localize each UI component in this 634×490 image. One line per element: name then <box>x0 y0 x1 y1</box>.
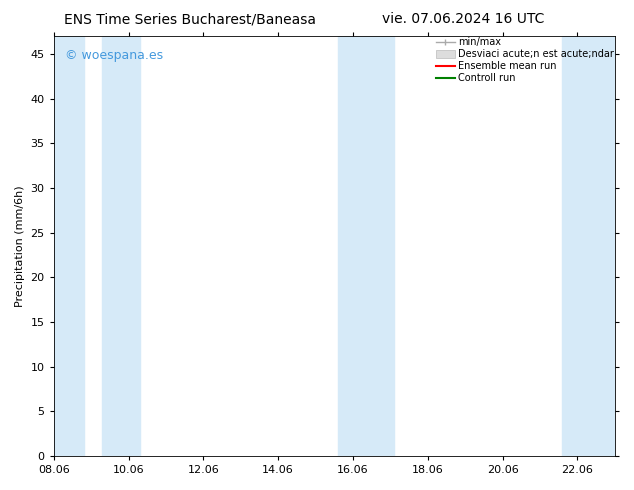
Text: ENS Time Series Bucharest/Baneasa: ENS Time Series Bucharest/Baneasa <box>64 12 316 26</box>
Bar <box>338 36 394 456</box>
Bar <box>54 36 84 456</box>
Text: © woespana.es: © woespana.es <box>65 49 163 62</box>
Y-axis label: Precipitation (mm/6h): Precipitation (mm/6h) <box>15 185 25 307</box>
Legend: min/max, Desviaci acute;n est acute;ndar, Ensemble mean run, Controll run: min/max, Desviaci acute;n est acute;ndar… <box>436 37 614 83</box>
Bar <box>102 36 139 456</box>
Text: vie. 07.06.2024 16 UTC: vie. 07.06.2024 16 UTC <box>382 12 544 26</box>
Bar <box>562 36 615 456</box>
